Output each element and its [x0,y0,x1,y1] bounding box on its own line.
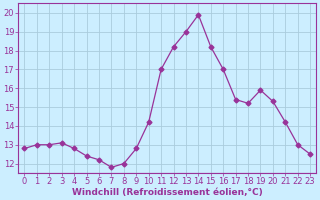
X-axis label: Windchill (Refroidissement éolien,°C): Windchill (Refroidissement éolien,°C) [72,188,263,197]
